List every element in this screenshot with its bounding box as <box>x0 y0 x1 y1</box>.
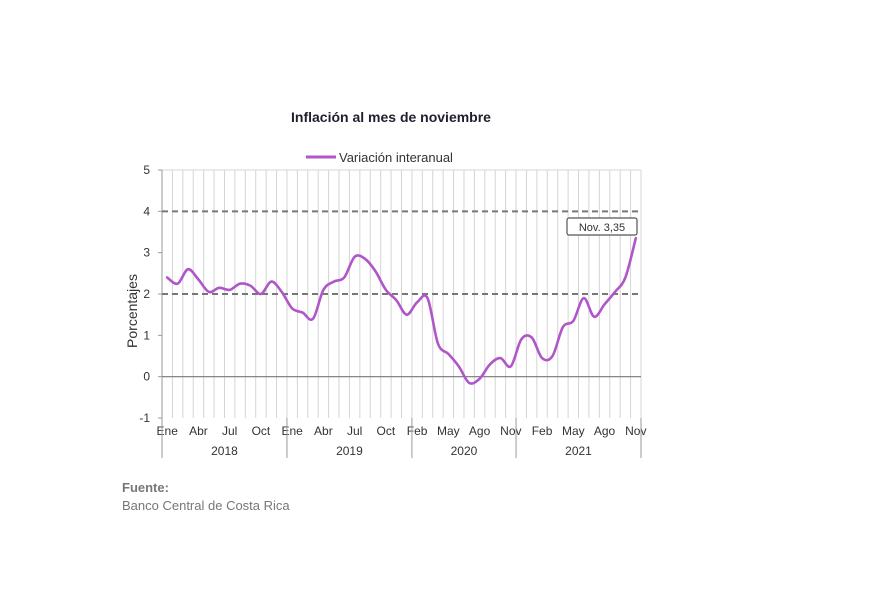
x-axis-ticks: Ene Abr Jul Oct Ene Abr Jul Oct Feb May Ago Nov Feb M… <box>157 424 647 438</box>
y-tick-label: 4 <box>143 204 150 218</box>
x-tick-label: Jul <box>347 424 362 438</box>
y-axis-label: Porcentajes <box>124 274 140 348</box>
y-tick-label: 2 <box>143 287 150 301</box>
year-label: 2019 <box>336 444 363 458</box>
x-tick-label: Abr <box>314 424 333 438</box>
y-tick-label: 3 <box>143 246 150 260</box>
y-axis-ticks: -1 0 1 2 3 4 5 <box>139 163 162 425</box>
year-label: 2018 <box>211 444 238 458</box>
year-label: 2021 <box>565 444 592 458</box>
annotation-text: Nov. 3,35 <box>579 222 625 234</box>
series-line-variacion-interanual <box>165 236 638 385</box>
y-tick-label: 0 <box>143 370 150 384</box>
x-tick-label: Jul <box>222 424 237 438</box>
x-tick-label: Feb <box>532 424 553 438</box>
x-tick-label: Nov <box>625 424 646 438</box>
y-tick-label: -1 <box>139 411 150 425</box>
x-axis-years: 2018 2019 2020 2021 <box>161 418 642 458</box>
source-text: Banco Central de Costa Rica <box>122 498 290 513</box>
x-tick-label: Ago <box>469 424 491 438</box>
x-tick-label: Ago <box>594 424 616 438</box>
legend-label: Variación interanual <box>339 150 453 165</box>
source-note: Fuente: Banco Central de Costa Rica <box>122 480 290 513</box>
x-tick-label: Ene <box>281 424 303 438</box>
x-tick-label: May <box>562 424 585 438</box>
x-tick-label: Oct <box>252 424 271 438</box>
annotation-box <box>566 217 638 236</box>
y-tick-label: 1 <box>143 328 150 342</box>
x-tick-label: Nov <box>500 424 521 438</box>
chart-title: Inflación al mes de noviembre <box>291 109 491 125</box>
annotation: Nov. 3,35 <box>566 217 638 236</box>
year-label: 2020 <box>451 444 478 458</box>
x-tick-label: Abr <box>189 424 208 438</box>
legend: Variación interanual <box>306 150 453 165</box>
series-layer <box>165 236 638 385</box>
x-tick-label: Ene <box>157 424 179 438</box>
x-tick-label: May <box>437 424 460 438</box>
x-tick-label: Feb <box>407 424 428 438</box>
source-label: Fuente: <box>122 480 169 495</box>
x-tick-label: Oct <box>377 424 396 438</box>
y-tick-label: 5 <box>143 163 150 177</box>
